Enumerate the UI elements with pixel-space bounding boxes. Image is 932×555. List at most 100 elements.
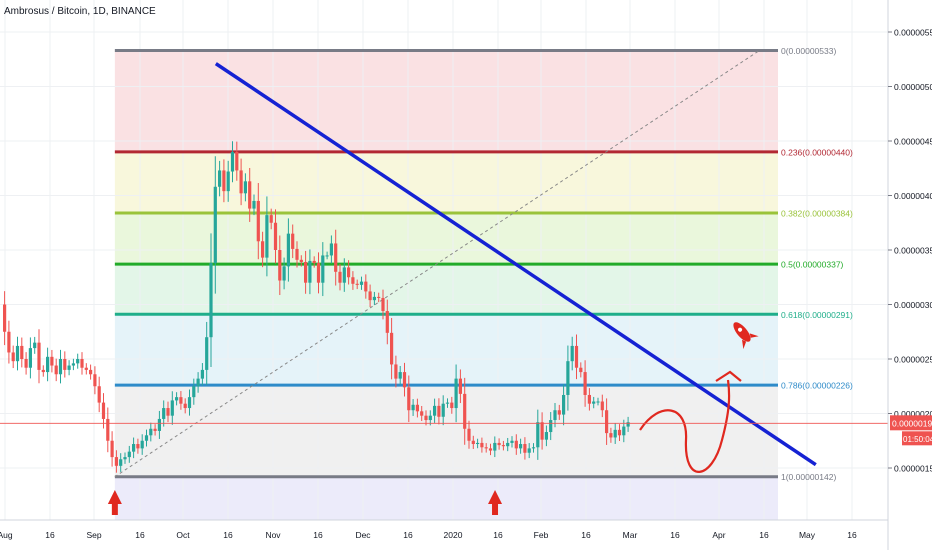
x-tick-label: Nov <box>265 530 281 540</box>
candle-body <box>316 263 321 283</box>
candle-body <box>192 386 196 398</box>
candle-body <box>205 337 209 370</box>
candle-body <box>243 181 247 194</box>
up-arrow-icon <box>488 490 503 515</box>
candle-body <box>334 243 338 272</box>
candle-body <box>46 356 50 373</box>
candle-body <box>407 387 411 411</box>
candle-body <box>273 222 278 250</box>
candle-body <box>574 345 579 368</box>
candle-body <box>24 359 28 368</box>
candle-body <box>269 215 273 223</box>
candle-body <box>261 241 265 258</box>
candle-body <box>226 171 230 192</box>
last-price-badge <box>890 415 932 431</box>
x-tick-label: 16 <box>759 530 769 540</box>
candle-body <box>140 440 144 449</box>
candle-body <box>41 369 45 373</box>
candle-body <box>144 435 149 441</box>
candle-body <box>76 359 80 364</box>
candle-body <box>514 440 518 449</box>
candle-body <box>398 372 402 379</box>
candle-body <box>157 418 161 431</box>
up-arrow-icon <box>107 490 122 515</box>
candle-body <box>256 200 260 242</box>
candle-body <box>600 401 604 411</box>
candle-body <box>562 394 566 415</box>
candle-body <box>476 442 480 445</box>
candle-body <box>609 433 613 438</box>
candle-body <box>286 233 290 267</box>
x-tick-label: Sep <box>86 530 101 540</box>
last-price-label: 0.00000191 <box>892 418 932 428</box>
candle-body <box>510 440 514 443</box>
candle-body <box>248 181 252 209</box>
candle-body <box>501 445 505 447</box>
x-tick-label: Aug <box>0 530 13 540</box>
candle-body <box>80 359 84 368</box>
candle-body <box>209 263 213 338</box>
fib-anchor-line <box>114 50 760 478</box>
candle-body <box>71 363 75 366</box>
candle-body <box>415 404 419 412</box>
x-tick-label: 16 <box>493 530 503 540</box>
candle-body <box>295 248 299 260</box>
fib-zone <box>114 50 779 152</box>
candle-body <box>579 367 583 373</box>
candle-body <box>179 397 183 404</box>
candle-body <box>420 411 424 416</box>
candle-body <box>7 331 11 353</box>
candle-body <box>235 151 239 171</box>
candle-body <box>381 297 385 312</box>
x-tick-label: 16 <box>313 530 323 540</box>
candle-body <box>170 400 174 416</box>
candle-body <box>338 271 342 283</box>
candle-body <box>291 233 295 249</box>
candle-body <box>364 281 368 292</box>
candle-body <box>33 342 37 349</box>
candle-body <box>325 255 329 257</box>
x-tick-label: Feb <box>534 530 549 540</box>
candle-body <box>54 365 58 375</box>
candle-body <box>321 255 325 283</box>
candle-body <box>385 311 389 333</box>
x-tick-label: 16 <box>403 530 413 540</box>
fib-level-label: 0.618(0.00000291) <box>781 310 853 320</box>
candle-body <box>390 332 394 365</box>
candle-body <box>355 283 359 285</box>
x-tick-label: 16 <box>670 530 680 540</box>
candle-body <box>458 378 462 394</box>
x-tick-label: 16 <box>223 530 233 540</box>
candle-body <box>218 170 222 187</box>
candle-body <box>605 410 609 434</box>
candle-body <box>433 405 437 416</box>
candle-body <box>11 352 15 362</box>
candle-body <box>557 410 561 415</box>
candle-body <box>347 267 351 278</box>
candle-body <box>480 442 484 448</box>
candle-body <box>230 151 235 172</box>
candle-body <box>424 415 428 421</box>
candle-body <box>622 426 626 436</box>
candle-body <box>93 374 97 387</box>
projection-curve <box>639 379 731 473</box>
candle-body <box>166 408 170 416</box>
x-tick-label: 16 <box>45 530 55 540</box>
x-tick-label: May <box>799 530 816 540</box>
candle-body <box>523 444 527 453</box>
candle-body <box>106 418 110 441</box>
candle-body <box>351 277 355 284</box>
candle-body <box>3 304 7 332</box>
candle-body <box>536 422 540 448</box>
candle-body <box>506 442 510 447</box>
candle-body <box>308 260 312 283</box>
candle-body <box>304 261 308 283</box>
fib-level-label: 0.236(0.00000440) <box>781 147 853 157</box>
candle-body <box>613 429 617 438</box>
candle-body <box>329 243 333 256</box>
